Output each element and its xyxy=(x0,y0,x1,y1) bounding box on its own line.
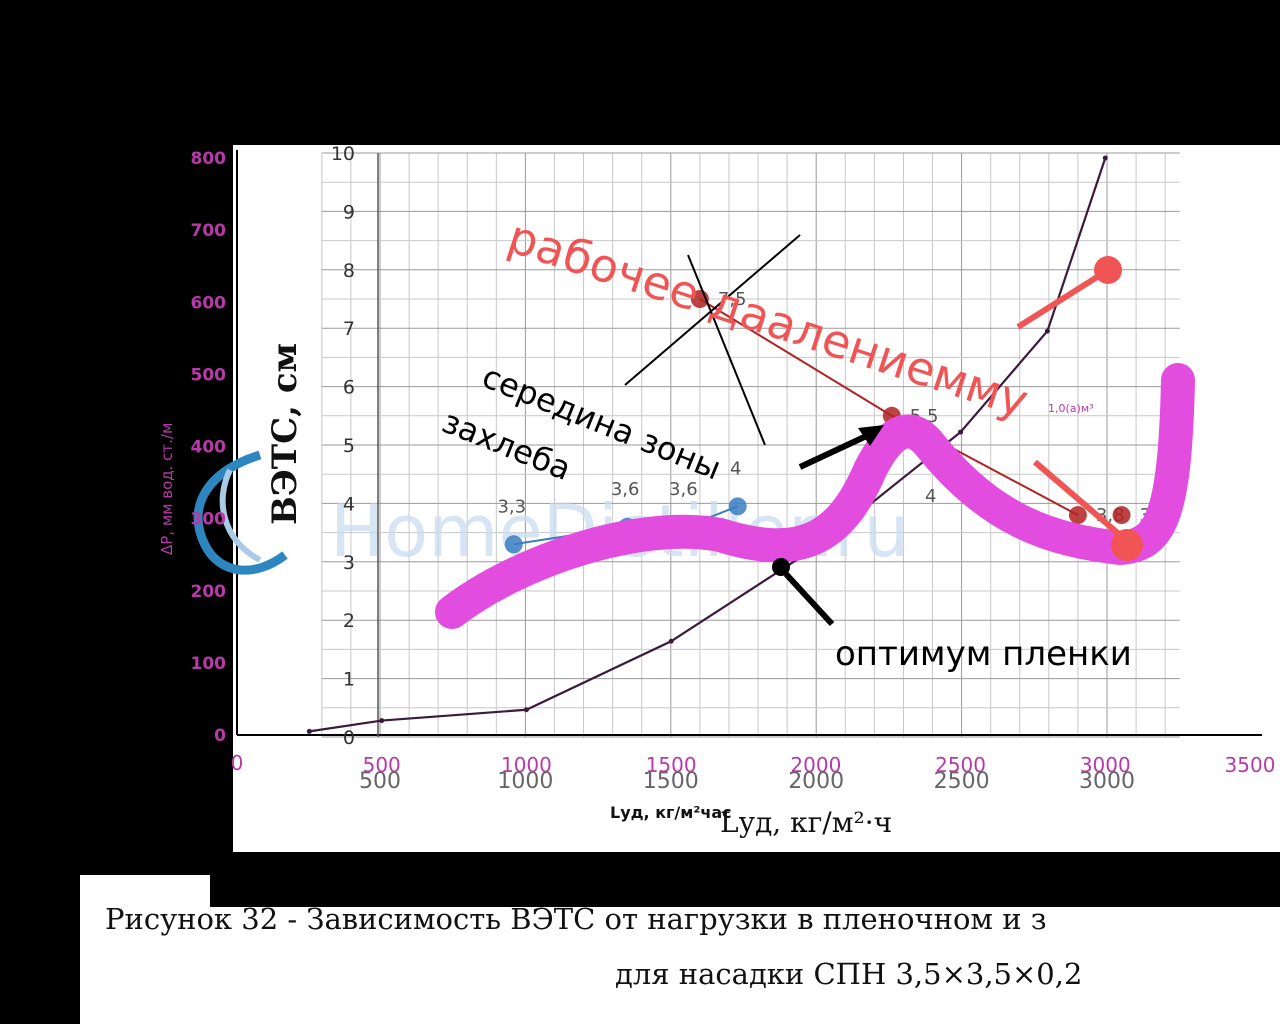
hets-x-axis-title: Lуд, кг/м²·ч xyxy=(720,806,892,839)
hets-x-tick-label: 2500 xyxy=(934,769,990,794)
grid xyxy=(321,152,1180,738)
pressure-drop-point xyxy=(1044,328,1050,334)
hets-x-tick-label: 1500 xyxy=(643,769,699,794)
pressure-drop-point xyxy=(523,707,529,713)
hets-x-tick-label: 1000 xyxy=(497,769,553,794)
watermark-logo-icon xyxy=(193,450,288,575)
caption-line-2: для насадки СПН 3,5×3,5×0,2 xyxy=(615,957,1083,991)
pressure-drop-point xyxy=(668,638,674,644)
pressure-drop-point xyxy=(1102,155,1108,161)
hets-data-point xyxy=(504,535,523,554)
hets-data-label: 3,6 xyxy=(611,479,640,500)
hets-y-tick-label: 4 xyxy=(343,493,355,515)
hets-y-tick-label: 10 xyxy=(331,143,355,165)
dp-y-tick-label: 100 xyxy=(191,654,227,674)
hets-extra-label: 4 xyxy=(925,486,936,507)
dp-x-tick-label: 1000 xyxy=(501,753,552,777)
hets-y-tick-label: 2 xyxy=(343,610,355,632)
dp-y-tick-label: 700 xyxy=(191,221,227,241)
hets-data-label: 7,5 xyxy=(718,289,747,310)
dp-y-tick-label: 400 xyxy=(191,438,227,458)
dp-y-tick-label: 500 xyxy=(191,365,227,385)
arrow-line xyxy=(798,429,877,470)
red-mark-point xyxy=(1111,529,1143,561)
dp-y-tick-label: 300 xyxy=(191,510,227,530)
dp-y-tick-label: 800 xyxy=(191,149,227,169)
caption-line-1: Рисунок 32 - Зависимость ВЭТС от нагрузк… xyxy=(105,902,1047,936)
dp-x-tick-label: 2500 xyxy=(935,753,986,777)
pressure-drop-line xyxy=(309,157,1107,733)
dp-y-tick-label: 600 xyxy=(191,293,227,313)
hets-y-tick-label: 8 xyxy=(343,260,355,282)
hets-y-tick-label: 6 xyxy=(343,377,355,399)
hets-x-tick-label: 500 xyxy=(359,769,401,794)
hets-data-point xyxy=(1068,506,1087,525)
dp-x-tick-label: 500 xyxy=(363,753,401,777)
hets-y-tick-label: 7 xyxy=(343,318,355,340)
dp-y-tick-label: 0 xyxy=(214,726,226,746)
arrow-dot xyxy=(772,558,790,576)
hets-data-point xyxy=(728,497,747,516)
pressure-curve-layer: 1,0(а)м³ xyxy=(306,155,1108,734)
pressure-drop-point xyxy=(379,718,385,724)
red-mark-point xyxy=(1094,256,1122,284)
dp-x-axis-title: Lуд, кг/м²час xyxy=(610,803,732,822)
hets-x-tick-label: 2000 xyxy=(788,769,844,794)
hets-y-tick-label: 9 xyxy=(343,201,355,223)
hets-data-point xyxy=(1112,506,1131,525)
pressure-drop-point xyxy=(958,429,964,435)
dp-y-axis-title: ΔP, мм вод. ст./м xyxy=(158,423,176,555)
hets-y-tick-label: 0 xyxy=(343,727,355,749)
dp-x-tick-label: 0 xyxy=(231,751,244,775)
dp-x-tick-label: 3500 xyxy=(1225,753,1276,777)
arrow-head-icon xyxy=(858,425,884,446)
cross-line xyxy=(687,254,766,446)
hets-y-tick-label: 1 xyxy=(343,669,355,691)
film-optimum-label: оптимум пленки xyxy=(835,634,1132,674)
dp-y-tick-label: 200 xyxy=(191,582,227,602)
dp-x-tick-label: 1500 xyxy=(646,753,697,777)
axes xyxy=(236,150,1262,737)
hets-x-tick-label: 3000 xyxy=(1079,769,1135,794)
hets-data-label: 3,6 xyxy=(669,479,698,500)
red-mark-line xyxy=(1016,269,1107,330)
hets-y-tick-label: 3 xyxy=(343,552,355,574)
caption-notch xyxy=(210,875,1280,907)
hets-data-label: 3,3 xyxy=(497,496,526,517)
pressure-annotation: 1,0(а)м³ xyxy=(1048,402,1094,415)
hets-data-label: 4 xyxy=(730,458,741,479)
arrow-line xyxy=(783,571,835,627)
dp-x-tick-label: 3000 xyxy=(1080,753,1131,777)
dp-x-tick-label: 2000 xyxy=(790,753,841,777)
red-mark-line xyxy=(1033,459,1122,538)
hets-y-tick-label: 5 xyxy=(343,435,355,457)
hets-y-axis-title: ВЭТС, см xyxy=(265,343,305,525)
cross-line xyxy=(624,234,801,386)
pressure-drop-point xyxy=(306,728,312,734)
